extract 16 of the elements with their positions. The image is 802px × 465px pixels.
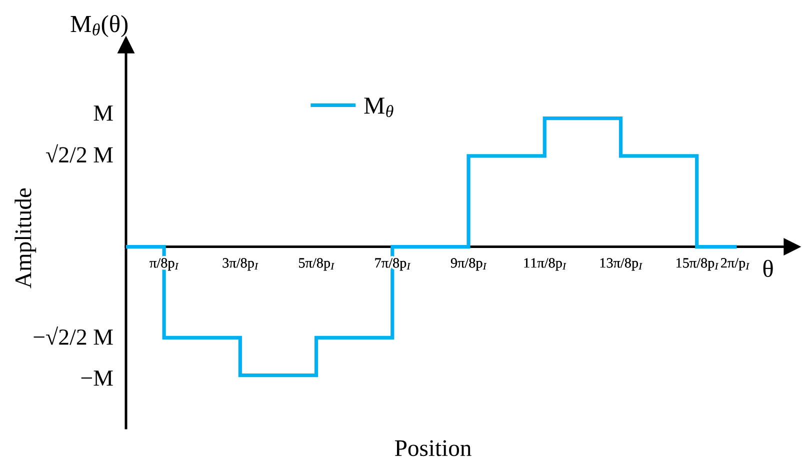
text: −M	[81, 370, 113, 386]
text: M	[94, 106, 113, 121]
x-tick-label: 11π/8p$_{I}$	[524, 258, 566, 271]
text: √2/2 M	[46, 144, 113, 163]
annotation: θ	[763, 260, 773, 278]
x-tick-label: 15π/8p$_{I}$	[676, 258, 718, 271]
x-tick-label: 3π/8p$_{I}$	[222, 258, 258, 271]
x-axis-title: Position	[394, 440, 472, 456]
text: M$_{θ}$(θ)	[70, 14, 128, 38]
x-tick-label: 2π/p$_{I}$	[721, 258, 750, 271]
x-tick-label: 5π/8p$_{I}$	[299, 258, 334, 271]
x-tick-label: 13π/8p$_{I}$	[600, 258, 642, 271]
x-tick-label: 9π/8p$_{I}$	[450, 258, 487, 271]
y-axis-title: Amplitude	[14, 188, 36, 288]
text: −√2/2 M	[34, 326, 113, 345]
legend-label: M$_{θ}$	[364, 98, 394, 118]
